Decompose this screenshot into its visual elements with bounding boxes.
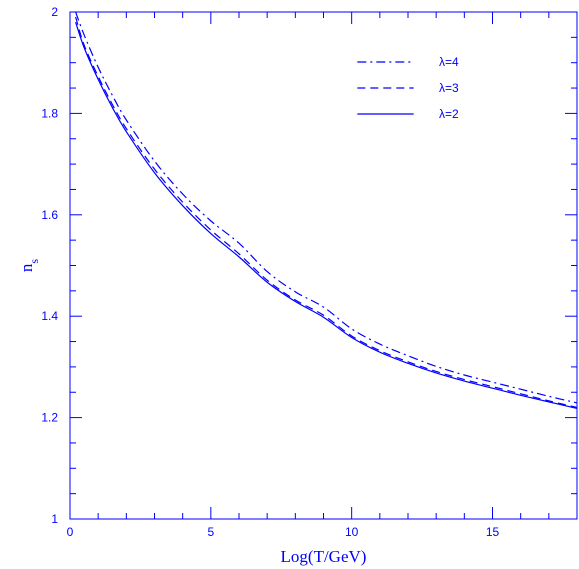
x-tick-label: 10	[345, 525, 359, 539]
legend-label-3: λ=2	[439, 107, 459, 121]
y-tick-label: 1	[51, 512, 58, 526]
y-tick-label: 1.2	[41, 411, 58, 425]
y-axis-title: ns	[17, 259, 41, 273]
legend-label-1: λ=4	[439, 55, 459, 69]
y-tick-label: 2	[51, 5, 58, 19]
legend: λ=4 λ=3 λ=2	[357, 55, 459, 121]
plot-frame	[69, 11, 578, 520]
y-tick-label: 1.8	[41, 106, 58, 120]
x-axis-title: Log(T/GeV)	[281, 547, 367, 566]
y-axis-title-main: n	[17, 263, 36, 272]
y-axis-title-subscript: s	[27, 259, 41, 264]
y-tick-label: 1.6	[41, 208, 58, 222]
x-tick-label: 15	[486, 525, 500, 539]
y-tick-label: 1.4	[41, 309, 58, 323]
tick-labels: 0 5 10 15 1 1.2 1.4 1.6 1.8 2	[41, 5, 499, 539]
series-lines	[75, 11, 578, 410]
legend-label-2: λ=3	[439, 81, 459, 95]
series-line-3	[75, 21, 578, 410]
x-tick-label: 0	[67, 525, 74, 539]
series-line-2	[75, 16, 578, 409]
axis-ticks	[69, 11, 578, 520]
series-line-1	[75, 11, 578, 404]
x-tick-label: 5	[207, 525, 214, 539]
